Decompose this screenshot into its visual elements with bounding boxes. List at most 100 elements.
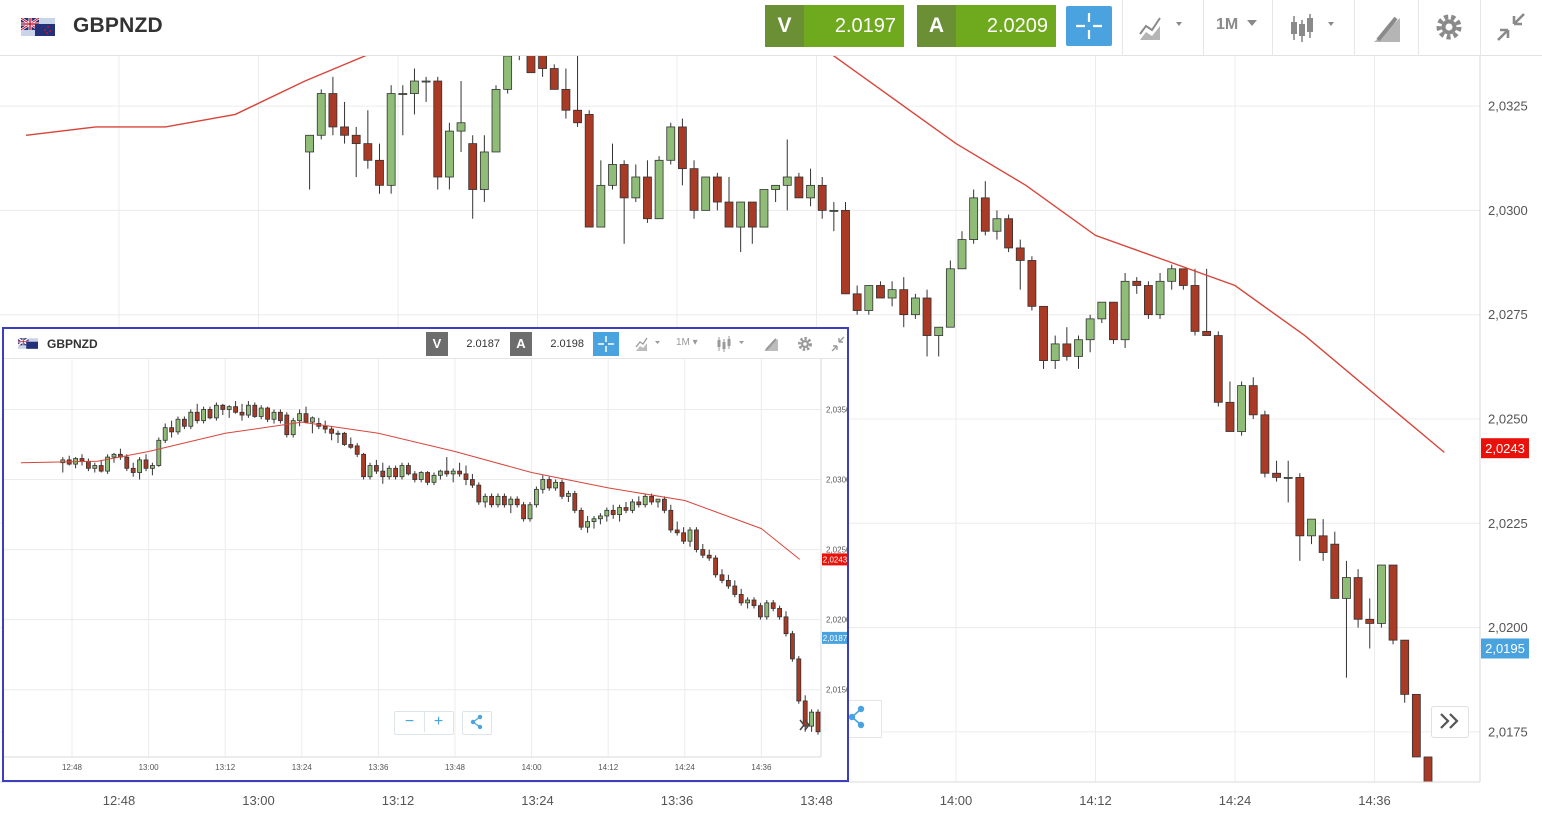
draw-tools-button[interactable]	[1370, 8, 1404, 46]
candle-body	[546, 479, 552, 489]
y-tick-label: 2,0300	[1488, 203, 1528, 218]
candle-body	[864, 285, 874, 311]
price-marker	[1481, 438, 1529, 459]
inset-candles-button[interactable]	[716, 335, 748, 356]
candles-icon	[717, 336, 744, 352]
candle-body	[309, 417, 315, 423]
inset-draw-tools-button[interactable]	[762, 335, 780, 356]
candle-body	[701, 176, 711, 211]
candle-body	[514, 498, 520, 506]
inset-buy-button[interactable]: A	[510, 332, 532, 356]
candle-body	[922, 297, 932, 336]
candle-body	[992, 218, 1002, 232]
share-button[interactable]	[845, 700, 882, 738]
y-tick-label: 2,0200	[1488, 620, 1528, 635]
candles-button[interactable]	[1288, 8, 1344, 46]
candle-body	[945, 268, 955, 328]
inset-collapse-button[interactable]	[830, 335, 846, 356]
candle-body	[549, 68, 559, 90]
inset-crosshair-button[interactable]	[593, 332, 619, 356]
share-icon	[848, 705, 865, 729]
candle-body	[1050, 343, 1060, 361]
sell-price[interactable]: 2.0197	[804, 5, 904, 47]
candle-body	[393, 467, 399, 478]
candle-body	[1377, 564, 1386, 624]
inset-share-button[interactable]	[462, 711, 492, 735]
price-marker-label: 2,0243	[823, 555, 847, 564]
y-tick-label: 2,0350	[826, 405, 847, 414]
candles-group	[60, 401, 821, 735]
candle-body	[617, 507, 622, 515]
candle-body	[668, 509, 674, 531]
inset-sell-price[interactable]: 2.0187	[466, 338, 500, 350]
candle-body	[694, 529, 699, 550]
inset-chart-panel: GBPNZD V 2.0187 A 2.0198 1M ▾	[2, 327, 849, 782]
inset-chart-type-button[interactable]	[634, 335, 664, 356]
inset-timeframe-button[interactable]: 1M ▾	[676, 337, 698, 348]
candle-body	[60, 459, 66, 464]
candle-body	[220, 404, 226, 410]
chart-type-icon	[635, 337, 660, 351]
moving-average-line	[25, 56, 1445, 453]
candle-body	[1318, 535, 1328, 553]
inset-buy-price[interactable]: 2.0198	[550, 338, 584, 350]
zoom-out-button[interactable]: −	[396, 712, 425, 732]
x-tick-label: 13:48	[445, 763, 466, 772]
candle-body	[674, 529, 680, 534]
candle-body	[566, 493, 571, 497]
candle-body	[783, 616, 789, 635]
candle-body	[1027, 260, 1037, 307]
x-tick-label: 13:48	[800, 793, 833, 808]
candle-body	[585, 521, 590, 528]
candle-body	[771, 184, 780, 190]
x-tick-label: 14:00	[940, 793, 973, 808]
crosshair-button[interactable]	[1066, 6, 1112, 46]
candle-body	[1388, 564, 1398, 641]
sell-button[interactable]: V	[765, 5, 804, 47]
candle-body	[1342, 577, 1351, 599]
candle-body	[1213, 335, 1223, 403]
moving-average-line	[20, 421, 801, 560]
inset-price-chart[interactable]: 12:48 13:00 13:12 13:24 13:36 13:48 14:00 14:12…	[4, 359, 847, 780]
inset-scroll-to-latest-button[interactable]	[794, 714, 816, 736]
collapse-button[interactable]	[1494, 8, 1528, 46]
buy-button[interactable]: A	[917, 5, 956, 47]
candle-body	[1307, 518, 1316, 537]
candle-body	[724, 201, 734, 228]
chart-type-button[interactable]	[1136, 8, 1192, 46]
candle-body	[713, 557, 718, 576]
zoom-in-button[interactable]: +	[433, 713, 444, 730]
candle-body	[596, 184, 606, 228]
candle-body	[501, 495, 507, 506]
candle-body	[444, 470, 450, 475]
candle-body	[1411, 693, 1421, 758]
candle-body	[1202, 330, 1212, 336]
candle-body	[239, 411, 245, 416]
settings-button[interactable]	[1433, 8, 1467, 46]
candle-body	[610, 509, 616, 515]
x-tick-label: 14:12	[1079, 793, 1112, 808]
candle-body	[796, 658, 802, 702]
candle-body	[418, 472, 424, 480]
candle-body	[412, 473, 418, 480]
inset-settings-button[interactable]	[796, 335, 814, 356]
candle-body	[747, 201, 757, 228]
candle-body	[1074, 339, 1083, 357]
candle-body	[354, 445, 360, 455]
inset-sell-button[interactable]: V	[426, 332, 448, 356]
chart-toolbar: GBPNZD V 2.0197 A 2.0209 1M	[0, 0, 1542, 56]
timeframe-button[interactable]: 1M	[1216, 16, 1266, 54]
x-tick-label: 12:48	[103, 793, 136, 808]
candle-body	[305, 134, 315, 153]
buy-price[interactable]: 2.0209	[956, 5, 1056, 47]
gear-icon	[798, 337, 812, 351]
candle-body	[105, 456, 110, 472]
candle-body	[476, 484, 482, 503]
y-tick-label: 2,0150	[826, 686, 847, 695]
scroll-to-latest-button[interactable]	[1431, 706, 1469, 738]
candle-body	[1423, 756, 1433, 783]
candle-body	[726, 580, 731, 587]
candle-body	[591, 518, 597, 522]
candle-body	[386, 467, 392, 478]
candle-body	[1085, 318, 1095, 341]
